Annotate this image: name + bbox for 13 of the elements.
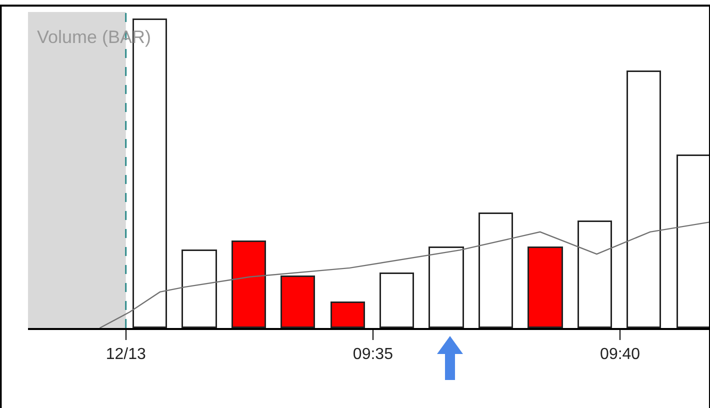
bar [528, 246, 563, 328]
bar [428, 246, 464, 328]
bar [578, 220, 612, 328]
x-tick-label: 09:35 [352, 346, 394, 364]
bar [478, 212, 513, 328]
x-tick-label: 12/13 [106, 346, 146, 364]
bar [380, 272, 414, 328]
bar [232, 240, 266, 328]
bar [626, 70, 661, 328]
bar [330, 302, 365, 328]
x-tick-label: 09:40 [600, 346, 640, 364]
bar [182, 250, 217, 328]
bar [280, 276, 315, 328]
